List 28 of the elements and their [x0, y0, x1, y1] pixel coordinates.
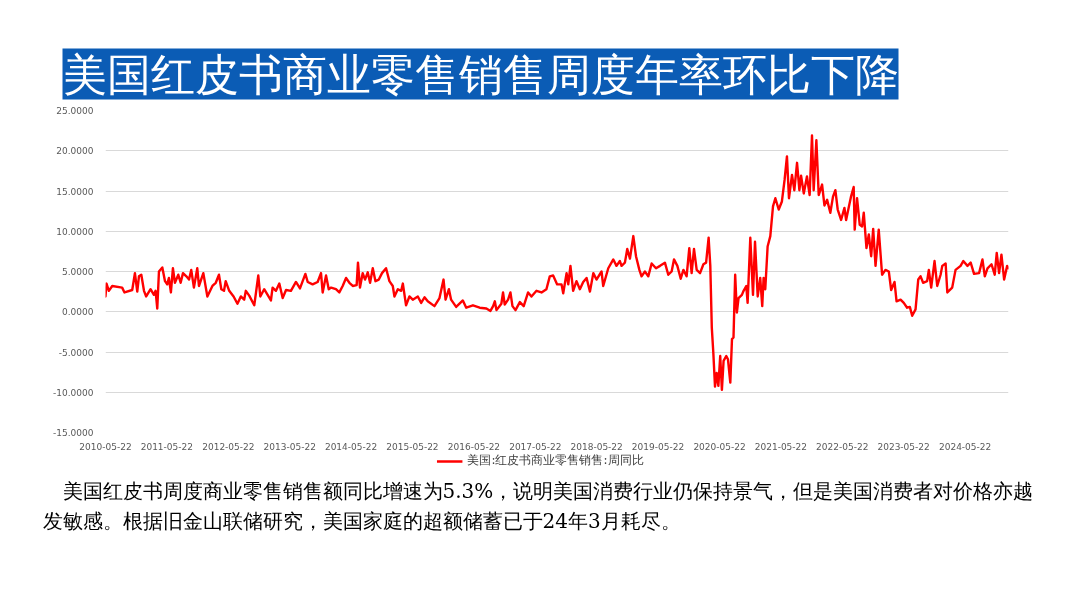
line-series — [105, 134, 1009, 392]
x-tick-label: 2023-05-22 — [877, 441, 930, 452]
y-tick-label: 20.0000 — [56, 146, 94, 157]
y-tick-label: -5.0000 — [58, 347, 94, 358]
x-tick-label: 2024-05-22 — [938, 441, 992, 452]
x-tick-label: 2018-05-22 — [570, 441, 623, 452]
x-tick-label: 2013-05-22 — [263, 441, 316, 452]
x-tick-label: 2021-05-22 — [754, 441, 808, 452]
y-tick-label: -15.0000 — [53, 428, 94, 438]
y-tick-label: 10.0000 — [56, 226, 94, 237]
x-tick-label: 2019-05-22 — [631, 441, 685, 452]
x-tick-label: 2016-05-22 — [447, 441, 501, 452]
legend-label: 美国:红皮书商业零售销售:周同比 — [467, 452, 644, 469]
x-tick-label: 2020-05-22 — [693, 441, 746, 452]
x-tick-label: 2017-05-22 — [509, 441, 562, 452]
x-tick-label: 2015-05-22 — [386, 441, 439, 452]
x-tick-label: 2012-05-22 — [202, 441, 255, 452]
x-tick-label: 2014-05-22 — [324, 441, 378, 452]
x-tick-label: 2011-05-22 — [140, 441, 194, 452]
y-tick-label: -10.0000 — [53, 387, 94, 398]
x-tick-label: 2010-05-22 — [79, 441, 132, 452]
text: 美国红皮书周度商业零售销售额同比增速为5.3%，说明美国消费行业仍保持景气，但是美国消费者对价格亦越发敏感。根据旧金山联储研究，美国家庭的超额储蓄已于24年3月耗尽。 — [42, 478, 1034, 533]
y-tick-label: 5.0000 — [62, 267, 94, 277]
chart-title: 美国红皮书商业零售销售周度年率环比下降 — [62, 48, 899, 100]
y-tick-label: 25.0000 — [56, 106, 94, 116]
y-tick-label: 15.0000 — [56, 186, 94, 197]
y-tick-label: 0.0000 — [62, 307, 94, 318]
x-tick-label: 2022-05-22 — [816, 441, 869, 452]
